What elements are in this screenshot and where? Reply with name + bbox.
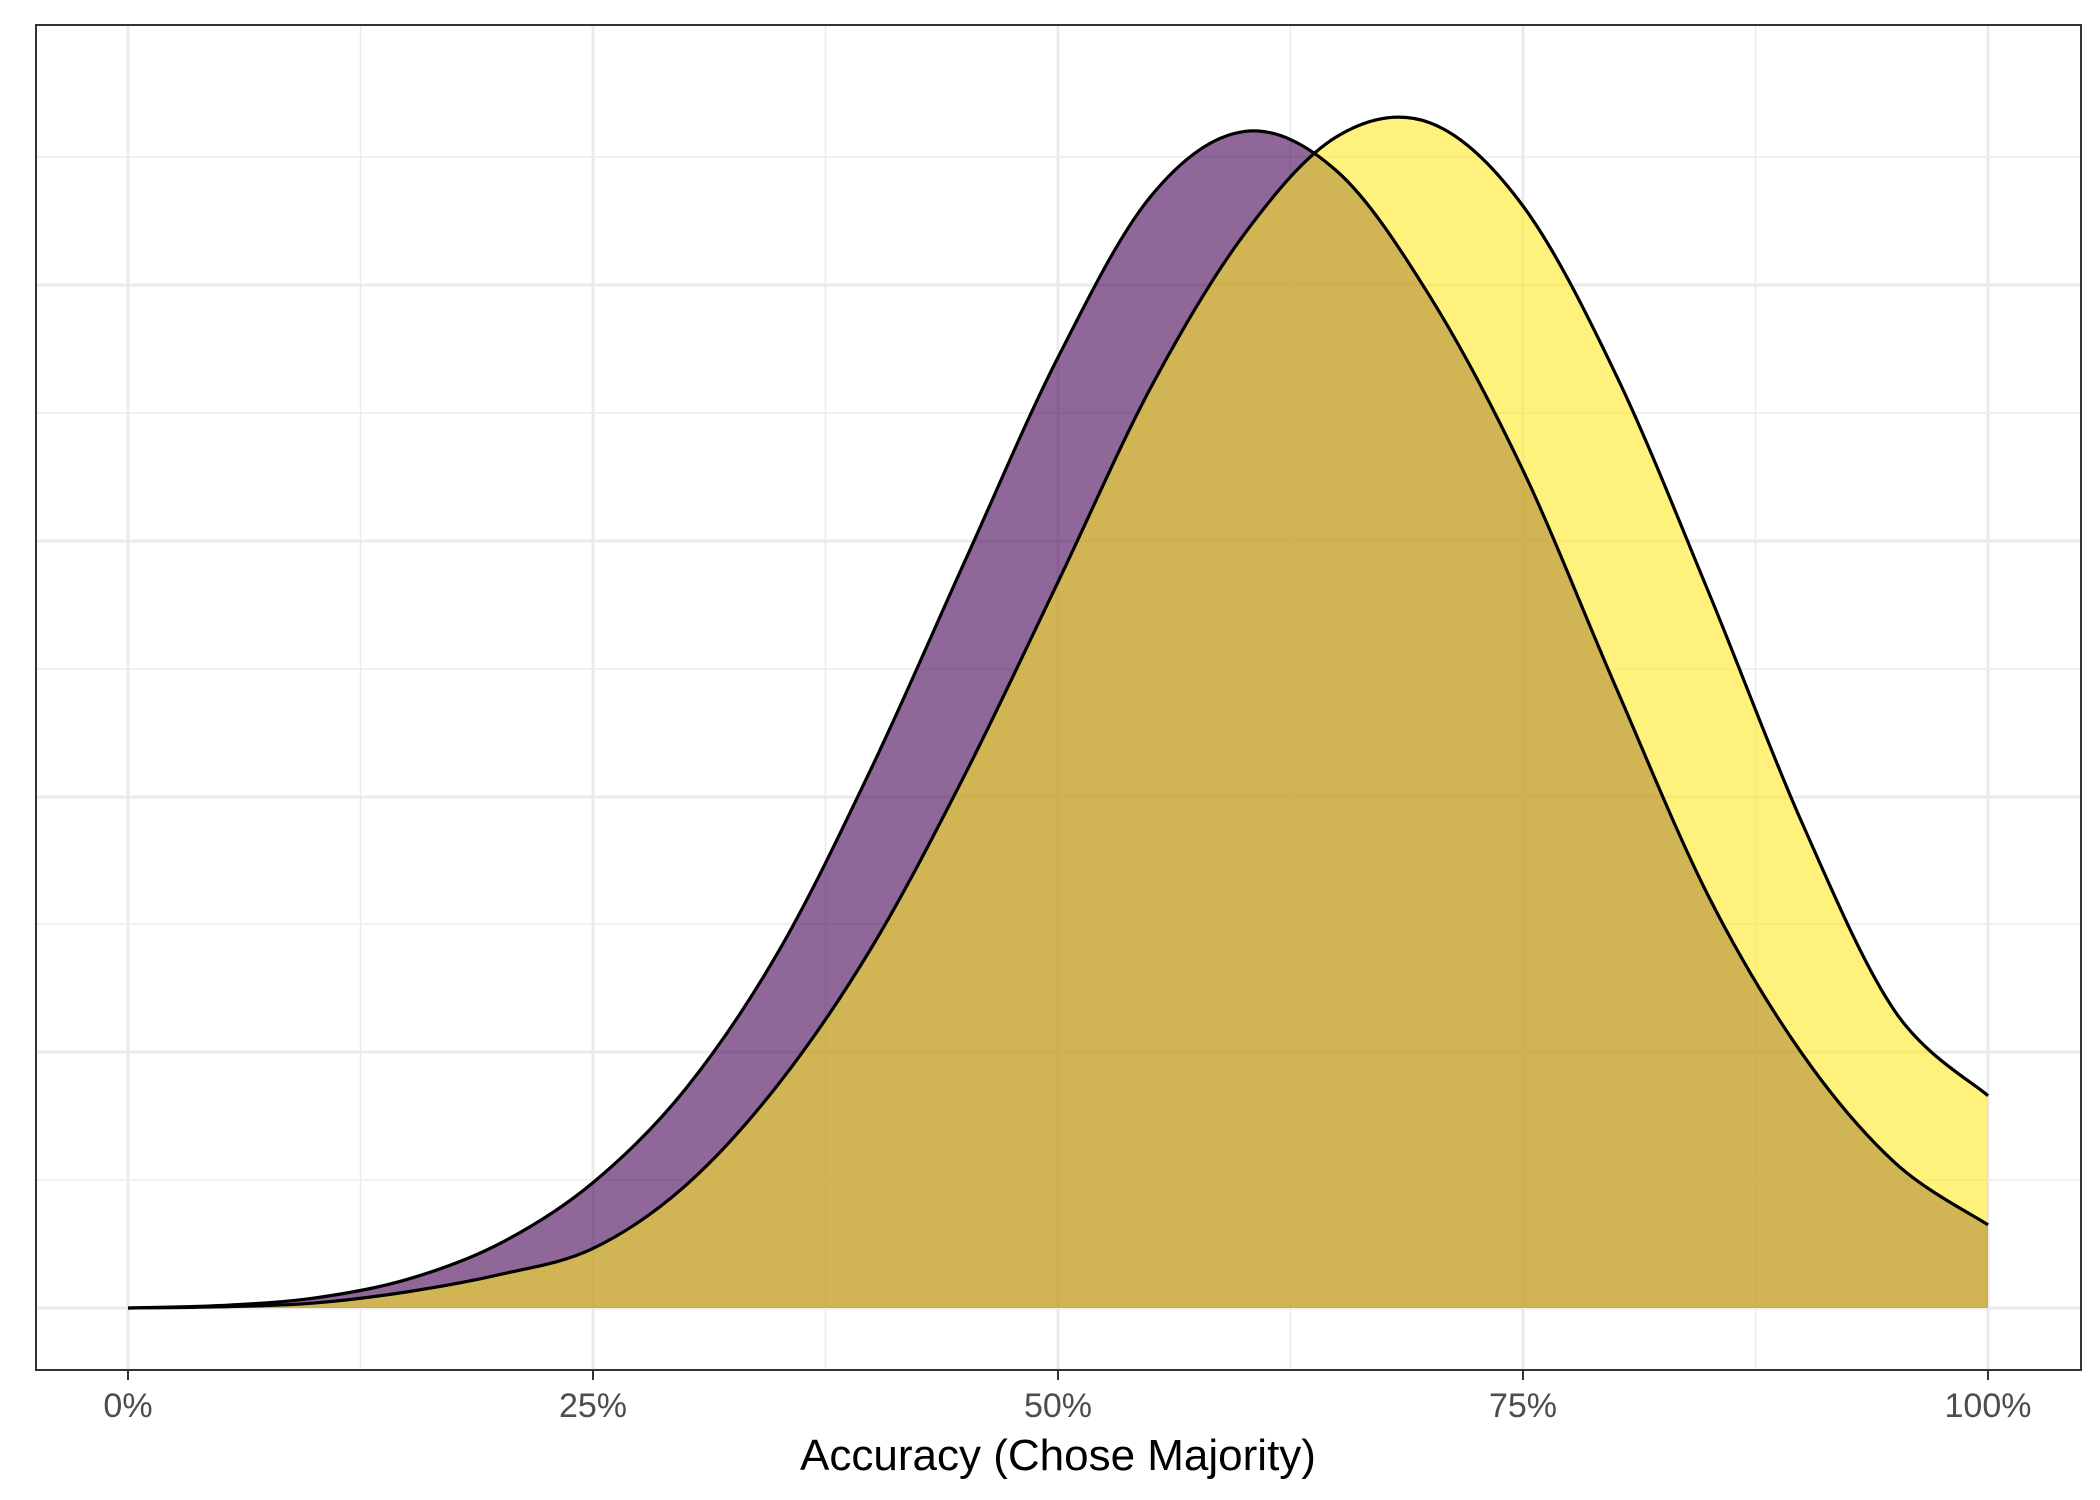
x-axis-title: Accuracy (Chose Majority) bbox=[800, 1431, 1316, 1480]
density-line-2 bbox=[127, 115, 1990, 1310]
x-tick-label: 0% bbox=[103, 1387, 152, 1425]
x-axis-ticks bbox=[127, 1370, 1989, 1380]
x-tick-label: 50% bbox=[1024, 1387, 1092, 1425]
density-line-1 bbox=[127, 129, 1989, 1310]
x-tick-label: 100% bbox=[1945, 1387, 2032, 1425]
x-tick-label: 25% bbox=[559, 1387, 627, 1425]
density-lines bbox=[127, 115, 1990, 1310]
x-axis-tick-labels: 0% 25% 50% 75% 100% bbox=[103, 1387, 2031, 1425]
density-area-2 bbox=[128, 117, 1988, 1308]
density-areas bbox=[128, 117, 1988, 1309]
x-tick-label: 75% bbox=[1489, 1387, 1557, 1425]
